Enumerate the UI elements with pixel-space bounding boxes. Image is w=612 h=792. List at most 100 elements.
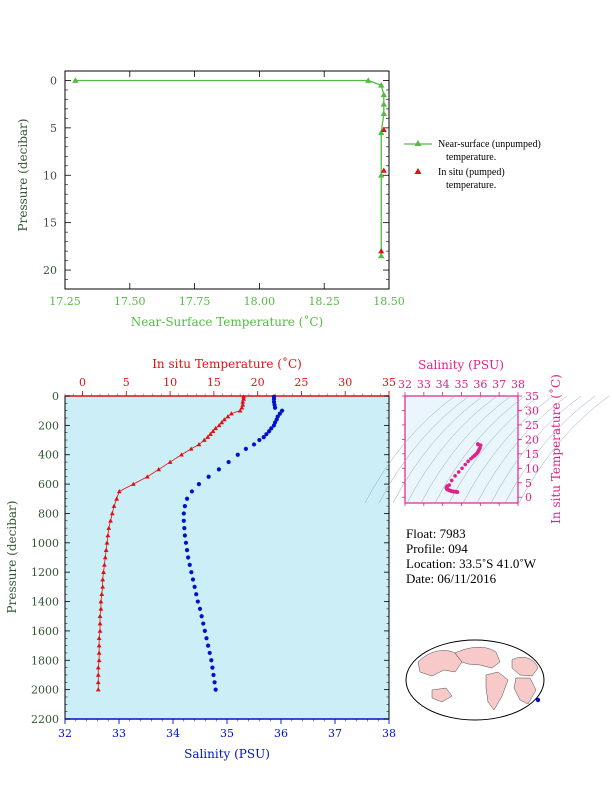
unpumped-point <box>380 91 388 98</box>
salinity-point <box>195 599 200 604</box>
salinity-axis-title: Salinity (PSU) <box>184 747 270 761</box>
temperature-point <box>116 489 122 494</box>
ts-point <box>469 456 473 461</box>
temperature-point <box>240 399 246 404</box>
legend-label-pumped: In situ (pumped) <box>438 167 505 178</box>
salinity-point <box>197 606 203 611</box>
temperature-axis-title: In situ Temperature (˚C) <box>152 356 302 371</box>
top-y-tick-label: 20 <box>43 264 57 277</box>
density-contour <box>462 395 554 504</box>
top-y-tick-label: 0 <box>50 74 57 87</box>
pressure-tick-label: 1800 <box>31 654 59 667</box>
ts-y-tick-label: 30 <box>525 404 539 417</box>
temperature-point <box>114 496 120 501</box>
unpumped-point <box>380 100 388 107</box>
temperature-point <box>237 408 243 413</box>
pressure-axis-title: Pressure (decibar) <box>5 501 19 614</box>
temperature-point <box>95 665 101 670</box>
pressure-tick-label: 400 <box>38 449 59 462</box>
pressure-tick-label: 600 <box>38 478 59 491</box>
pressure-tick-label: 1000 <box>31 537 59 550</box>
salinity-point <box>182 504 187 509</box>
salinity-tick-label: 35 <box>220 727 234 740</box>
salinity-point <box>189 489 194 494</box>
continent-africa <box>513 677 537 705</box>
ts-x-tick-label: 37 <box>492 378 506 391</box>
pumped-point <box>378 248 385 254</box>
temperature-point <box>96 643 102 648</box>
temperature-point <box>102 562 107 567</box>
salinity-point <box>279 408 285 413</box>
salinity-tick-label: 36 <box>274 727 288 740</box>
density-contour <box>420 395 512 504</box>
near-surface-chart: 17.25 17.50 17.75 18.00 18.25 18.50 0 5 10 15 20 N… <box>16 70 541 329</box>
salinity-point <box>261 435 266 440</box>
float-location: Location: 33.5˚S 41.0˚W <box>406 556 536 571</box>
legend-label-unpumped: Near-surface (unpumped) <box>438 139 541 150</box>
salinity-point <box>206 474 211 479</box>
ts-point <box>460 466 464 471</box>
density-contour <box>434 395 526 504</box>
ts-point <box>449 478 454 483</box>
salinity-point <box>204 636 209 641</box>
pumped-point <box>380 126 387 133</box>
salinity-point <box>257 437 262 443</box>
top-x-tick-label: 17.25 <box>49 295 81 308</box>
salinity-point <box>194 592 199 597</box>
temperature-point <box>96 635 102 641</box>
top-x-tick-label: 18.50 <box>373 295 405 308</box>
salinity-point <box>207 650 212 656</box>
continent-north-america <box>454 647 501 669</box>
temperature-point <box>106 525 112 530</box>
top-y-tick-label: 5 <box>50 122 57 135</box>
temperature-point <box>111 503 117 508</box>
ts-title: Salinity (PSU) <box>418 358 504 372</box>
float-info: Float: 7983 Profile: 094 Location: 33.5˚… <box>406 526 536 586</box>
temperature-point <box>144 474 150 479</box>
salinity-point <box>186 555 191 560</box>
ts-x-tick-label: 38 <box>511 378 525 391</box>
ts-x-tick-label: 36 <box>473 378 487 391</box>
unpumped-point <box>378 252 385 259</box>
salinity-point <box>184 548 190 553</box>
temperature-point <box>108 518 113 523</box>
salinity-point <box>199 614 204 619</box>
temp-tick-label: 25 <box>294 376 308 389</box>
salinity-point <box>190 577 196 582</box>
top-y-tick-label: 15 <box>43 217 57 230</box>
temperature-point <box>95 687 101 692</box>
profile-plot-area <box>64 395 390 720</box>
temperature-point <box>179 452 184 457</box>
ts-y-axis-label: In situ Temperature (˚C) <box>548 374 563 524</box>
pressure-tick-label: 1400 <box>31 596 59 609</box>
salinity-point <box>269 426 274 431</box>
float-location-marker <box>535 697 541 703</box>
density-contour <box>406 395 498 504</box>
temperature-point <box>188 446 194 451</box>
salinity-point <box>183 540 189 545</box>
unpumped-point <box>378 82 385 88</box>
ts-x-tick-label: 35 <box>455 378 469 391</box>
salinity-point <box>201 621 206 626</box>
temperature-point <box>210 428 216 434</box>
salinity-point <box>271 423 277 428</box>
temperature-point <box>98 599 104 604</box>
salinity-point <box>216 467 221 472</box>
unpumped-point <box>378 172 385 178</box>
salinity-tick-label: 32 <box>58 727 72 740</box>
salinity-point <box>196 481 202 487</box>
temperature-point <box>196 442 202 447</box>
top-x-axis-label: Near-Surface Temperature (˚C) <box>131 314 323 329</box>
temperature-point <box>100 584 106 589</box>
salinity-point <box>182 526 187 531</box>
top-x-tick-label: 17.50 <box>114 295 146 308</box>
pressure-tick-label: 1200 <box>31 566 59 579</box>
ts-y-tick-label: 20 <box>525 433 539 446</box>
temperature-point <box>225 414 231 419</box>
pressure-tick-label: 2200 <box>31 713 59 726</box>
ts-point <box>466 459 470 464</box>
ts-y-tick-label: 15 <box>525 448 539 461</box>
temperature-point <box>201 437 207 442</box>
temperature-point <box>109 511 115 516</box>
